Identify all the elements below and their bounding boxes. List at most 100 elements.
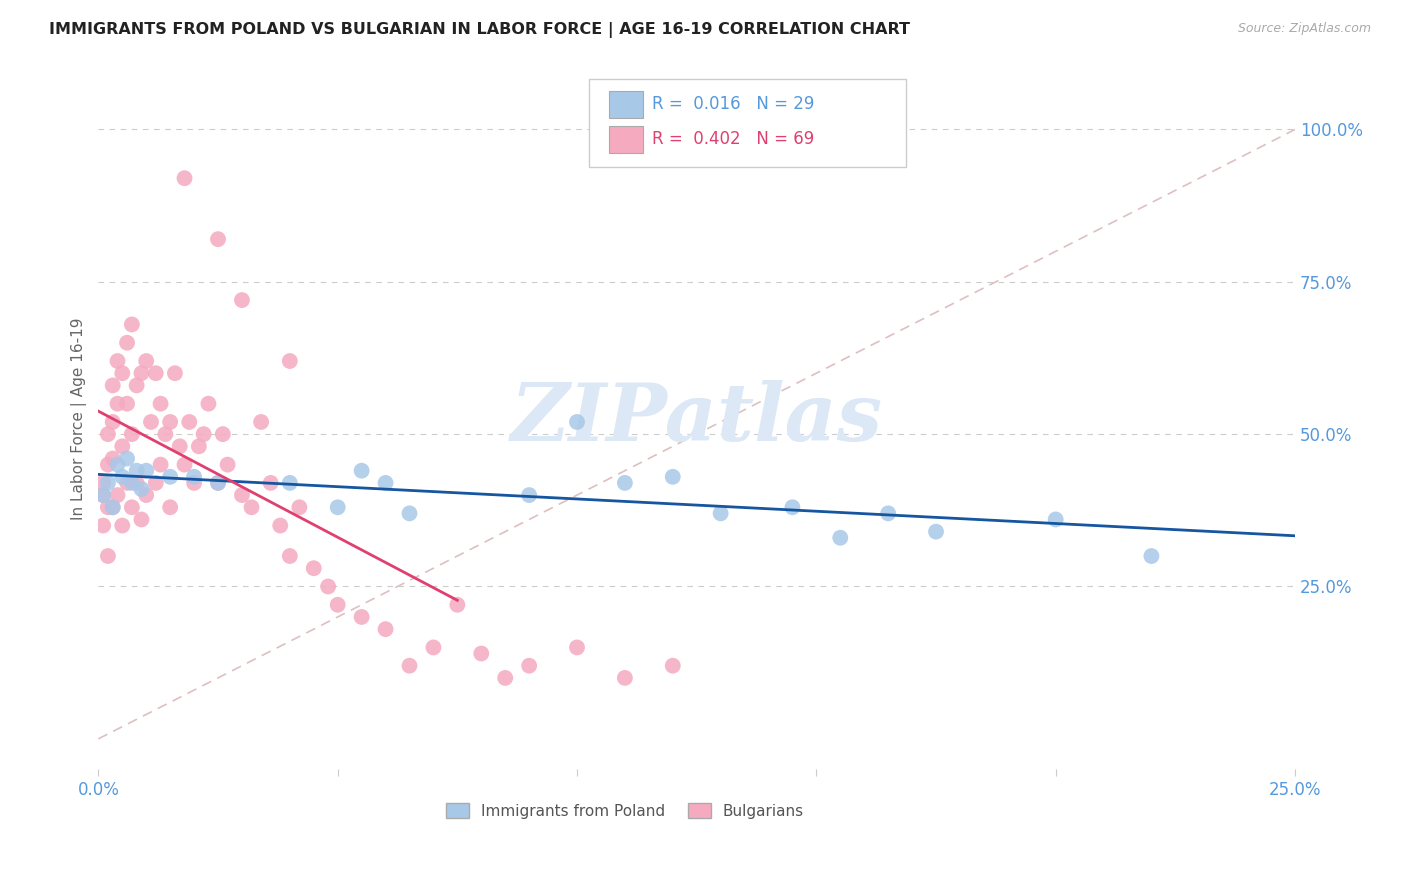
Point: [111, 470, 134, 484]
Point: [97, 427, 120, 442]
Point: [163, 366, 186, 380]
Point: [316, 580, 339, 594]
Point: [97, 458, 120, 472]
Point: [97, 549, 120, 563]
Point: [398, 507, 420, 521]
Point: [159, 500, 181, 515]
Point: [159, 470, 181, 484]
Point: [173, 458, 195, 472]
Point: [925, 524, 948, 539]
Point: [1045, 512, 1067, 526]
Point: [101, 378, 124, 392]
Point: [710, 507, 733, 521]
Point: [131, 482, 153, 496]
Point: [278, 475, 301, 490]
Point: [115, 397, 138, 411]
Point: [446, 598, 468, 612]
Point: [422, 640, 444, 655]
Point: [97, 500, 120, 515]
Point: [149, 458, 172, 472]
Point: [115, 335, 138, 350]
Point: [107, 488, 129, 502]
Point: [661, 470, 683, 484]
Y-axis label: In Labor Force | Age 16-19: In Labor Force | Age 16-19: [72, 318, 87, 520]
Point: [565, 415, 588, 429]
Point: [145, 475, 167, 490]
Point: [494, 671, 516, 685]
Point: [135, 464, 157, 478]
Point: [350, 464, 373, 478]
Point: [121, 475, 143, 490]
Point: [135, 354, 157, 368]
Point: [278, 354, 301, 368]
Point: [207, 475, 229, 490]
FancyBboxPatch shape: [609, 126, 643, 153]
Point: [326, 500, 349, 515]
Point: [101, 500, 124, 515]
Point: [173, 171, 195, 186]
Point: [101, 451, 124, 466]
FancyBboxPatch shape: [589, 79, 905, 167]
Point: [197, 397, 219, 411]
Point: [211, 427, 233, 442]
Point: [613, 671, 636, 685]
Text: R =  0.402   N = 69: R = 0.402 N = 69: [652, 130, 814, 148]
Point: [179, 415, 201, 429]
Point: [107, 354, 129, 368]
Point: [517, 658, 540, 673]
Point: [374, 622, 396, 636]
Point: [183, 475, 205, 490]
Point: [91, 518, 114, 533]
Point: [107, 458, 129, 472]
Point: [131, 366, 153, 380]
Point: [115, 451, 138, 466]
Point: [121, 318, 143, 332]
Point: [288, 500, 311, 515]
Point: [111, 518, 134, 533]
Point: [145, 366, 167, 380]
Point: [97, 475, 120, 490]
Point: [661, 658, 683, 673]
Point: [125, 378, 148, 392]
Point: [1140, 549, 1163, 563]
Point: [217, 458, 239, 472]
Point: [613, 475, 636, 490]
Text: R =  0.016   N = 29: R = 0.016 N = 29: [652, 95, 815, 113]
Point: [155, 427, 177, 442]
Text: Source: ZipAtlas.com: Source: ZipAtlas.com: [1237, 22, 1371, 36]
Point: [101, 500, 124, 515]
Point: [302, 561, 325, 575]
Point: [149, 397, 172, 411]
Point: [111, 439, 134, 453]
Point: [782, 500, 804, 515]
Point: [187, 439, 209, 453]
Point: [183, 470, 205, 484]
FancyBboxPatch shape: [609, 91, 643, 118]
Point: [260, 475, 283, 490]
Point: [350, 610, 373, 624]
Point: [169, 439, 191, 453]
Point: [398, 658, 420, 673]
Point: [207, 475, 229, 490]
Point: [231, 293, 253, 307]
Point: [278, 549, 301, 563]
Point: [107, 397, 129, 411]
Point: [250, 415, 273, 429]
Point: [159, 415, 181, 429]
Point: [121, 500, 143, 515]
Point: [207, 232, 229, 246]
Text: ZIPatlas: ZIPatlas: [510, 380, 883, 458]
Point: [517, 488, 540, 502]
Point: [91, 475, 114, 490]
Point: [135, 488, 157, 502]
Legend: Immigrants from Poland, Bulgarians: Immigrants from Poland, Bulgarians: [440, 797, 810, 825]
Point: [91, 488, 114, 502]
Point: [565, 640, 588, 655]
Point: [877, 507, 900, 521]
Text: IMMIGRANTS FROM POLAND VS BULGARIAN IN LABOR FORCE | AGE 16-19 CORRELATION CHART: IMMIGRANTS FROM POLAND VS BULGARIAN IN L…: [49, 22, 910, 38]
Point: [121, 427, 143, 442]
Point: [240, 500, 263, 515]
Point: [91, 488, 114, 502]
Point: [193, 427, 215, 442]
Point: [470, 647, 492, 661]
